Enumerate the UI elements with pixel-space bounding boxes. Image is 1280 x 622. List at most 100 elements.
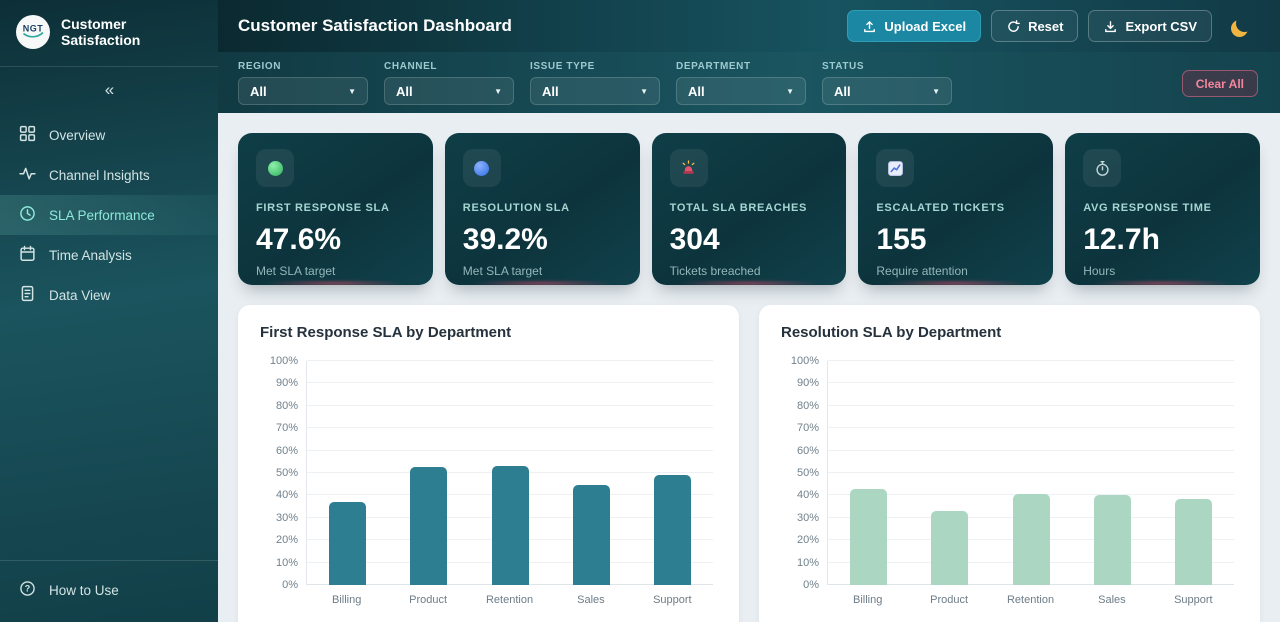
bar-product[interactable]: [410, 467, 448, 585]
kpi-title: TOTAL SLA BREACHES: [669, 202, 808, 214]
kpi-subtitle: Tickets breached: [669, 264, 761, 278]
grid-icon: [19, 125, 36, 145]
y-tick-label: 70%: [275, 422, 298, 435]
gridline: [307, 449, 713, 451]
sidebar-item-label: SLA Performance: [49, 207, 155, 223]
filter-label: ISSUE TYPE: [530, 61, 595, 72]
kpi-card-first-response-sla: FIRST RESPONSE SLA 47.6% Met SLA target: [238, 133, 433, 285]
bar-slot: [1072, 361, 1153, 585]
gridline: [828, 472, 1234, 473]
x-category-label: Product: [409, 594, 448, 606]
chart-first-response-sla: First Response SLA by Department 0% 10% 20…: [238, 305, 739, 622]
bar-support[interactable]: [653, 475, 691, 585]
moon-icon: [1236, 15, 1253, 32]
gridline: [828, 382, 1234, 384]
x-category-label: Billing: [332, 594, 362, 606]
green-dot-icon: [256, 149, 294, 187]
chart-title: First Response SLA by Department: [260, 324, 512, 341]
y-tick-label: 30%: [275, 511, 298, 524]
reset-button[interactable]: Reset: [991, 10, 1079, 42]
kpi-card-avg-response-time: AVG RESPONSE TIME 12.7h Hours: [1065, 133, 1260, 285]
charts-row: First Response SLA by Department 0% 10% 20…: [238, 305, 1260, 622]
bar-chart: 0% 10% 20% 30% 40% 50% 60% 70% 80% 90% 100% Billin…: [781, 355, 1238, 606]
bar-retention[interactable]: [1012, 494, 1050, 585]
sidebar-item-channel-insights[interactable]: Channel Insights: [0, 155, 218, 195]
bar-billing[interactable]: [329, 502, 367, 585]
bar-product[interactable]: [931, 511, 969, 585]
sidebar-item-label: Time Analysis: [49, 247, 132, 263]
bars-container: [307, 361, 713, 585]
chart-resolution-sla: Resolution SLA by Department 0% 10% 20% 30%…: [759, 305, 1260, 622]
upload-excel-button[interactable]: Upload Excel: [847, 10, 982, 42]
bar-retention[interactable]: [491, 466, 529, 585]
bar-slot: [1153, 361, 1234, 585]
x-category-label: Retention: [485, 594, 534, 606]
chevron-down-icon: ▼: [932, 86, 940, 96]
chevron-down-icon: ▼: [640, 86, 648, 96]
department-select[interactable]: All ▼: [676, 77, 806, 105]
x-category-label: Billing: [853, 594, 883, 606]
bar-sales[interactable]: [572, 485, 610, 585]
y-tick-label: 20%: [796, 534, 819, 547]
header: Customer Satisfaction Dashboard Upload E…: [218, 0, 1280, 52]
sidebar-item-time-analysis[interactable]: Time Analysis: [0, 235, 218, 275]
gridline: [828, 360, 1234, 361]
page-title: Customer Satisfaction Dashboard: [238, 16, 512, 35]
logo-text: NGT: [23, 24, 44, 34]
bar-slot: [551, 361, 632, 585]
download-icon: [1105, 20, 1117, 32]
sidebar-item-sla-performance[interactable]: SLA Performance: [0, 195, 218, 235]
kpi-row: FIRST RESPONSE SLA 47.6% Met SLA target …: [238, 133, 1260, 285]
bar-slot: [990, 361, 1071, 585]
y-tick-label: 40%: [796, 489, 819, 502]
gridline: [828, 404, 1234, 406]
filter-label: CHANNEL: [384, 61, 438, 72]
stopwatch-icon: [1083, 149, 1122, 187]
bar-slot: [469, 361, 550, 585]
status-select[interactable]: All ▼: [822, 77, 952, 105]
reset-icon: [1008, 19, 1020, 32]
main-area: Customer Satisfaction Dashboard Upload E…: [218, 0, 1280, 622]
bar-chart: 0% 10% 20% 30% 40% 50% 60% 70% 80% 90% 100% Billin…: [260, 355, 717, 606]
y-tick-label: 40%: [275, 489, 298, 502]
brand-title: Customer Satisfaction: [61, 16, 141, 48]
bar-billing[interactable]: [850, 488, 888, 585]
sidebar-item-how-to-use[interactable]: ? How to Use: [0, 570, 218, 610]
export-csv-button[interactable]: Export CSV: [1088, 10, 1212, 42]
filter-issue-type: ISSUE TYPE All ▼: [530, 61, 660, 105]
filter-status: STATUS All ▼: [822, 61, 952, 105]
chevron-down-icon: ▼: [348, 86, 356, 96]
sidebar-item-label: Overview: [49, 127, 106, 143]
clear-all-button[interactable]: Clear All: [1181, 70, 1258, 97]
region-select[interactable]: All ▼: [238, 77, 368, 105]
bar-support[interactable]: [1174, 498, 1212, 585]
y-tick-label: 0%: [282, 579, 298, 591]
filter-channel: CHANNEL All ▼: [384, 61, 514, 105]
y-tick-label: 90%: [275, 377, 298, 390]
y-tick-label: 80%: [275, 399, 298, 412]
y-tick-label: 90%: [796, 377, 819, 390]
gridline: [307, 360, 713, 361]
sidebar-item-overview[interactable]: Overview: [0, 115, 218, 155]
channel-select[interactable]: All ▼: [384, 77, 514, 105]
bar-sales[interactable]: [1093, 495, 1131, 585]
y-tick-label: 20%: [275, 534, 298, 547]
sidebar-item-data-view[interactable]: Data View: [0, 275, 218, 315]
filter-bar: REGION All ▼ CHANNEL All ▼ ISSUE TYPE Al…: [218, 52, 1280, 113]
y-tick-label: 10%: [275, 556, 298, 569]
kpi-title: FIRST RESPONSE SLA: [256, 202, 390, 214]
document-icon: [19, 285, 36, 305]
kpi-value: 155: [876, 223, 927, 256]
blue-dot-icon: [462, 149, 501, 187]
kpi-title: AVG RESPONSE TIME: [1083, 202, 1212, 214]
issue-type-select[interactable]: All ▼: [530, 77, 660, 105]
y-tick-label: 60%: [796, 444, 819, 457]
theme-toggle-button[interactable]: [1228, 12, 1256, 40]
kpi-title: RESOLUTION SLA: [462, 202, 570, 214]
bar-slot: [307, 361, 388, 585]
calendar-icon: [19, 245, 36, 265]
sidebar-collapse-button[interactable]: «: [0, 67, 218, 111]
help-icon: ?: [19, 580, 36, 600]
x-axis-labels: Billing Product Retention Sales Support: [827, 594, 1234, 606]
sidebar-footer: ? How to Use: [0, 560, 218, 622]
